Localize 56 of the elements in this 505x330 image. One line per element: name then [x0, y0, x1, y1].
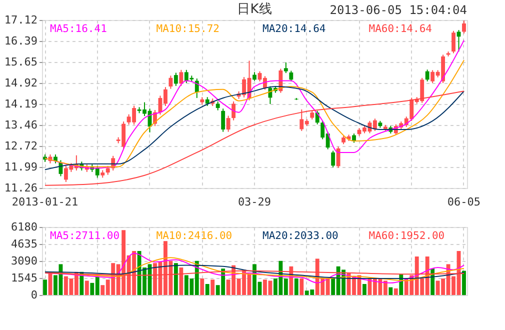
line-series [44, 90, 464, 186]
chart-title: 日K线 [237, 2, 272, 17]
y-tick-label: 12.72 [4, 140, 38, 153]
bar [200, 278, 204, 295]
bar [362, 284, 366, 295]
candlestick [352, 133, 356, 144]
candlestick [336, 146, 340, 168]
text: MA20:2033.00 [262, 230, 338, 242]
bar [205, 284, 210, 295]
text: MA60:1952.00 [368, 230, 445, 242]
candlestick [284, 62, 288, 74]
y-tick-label: 15.65 [4, 56, 38, 69]
bar [43, 280, 47, 295]
series-label: MA10:2416.00 [156, 230, 232, 242]
bar [394, 288, 398, 295]
candlestick [226, 115, 230, 132]
candlestick [425, 69, 430, 82]
y-tick-label: 6180 [11, 220, 38, 234]
candlestick [179, 69, 184, 86]
y-tick-label: 1545 [11, 272, 38, 284]
text: MA20:14.64 [262, 23, 326, 35]
text: MA5:16.41 [50, 23, 107, 35]
y-tick-label: 0 [30, 288, 38, 302]
candlestick [452, 30, 456, 54]
y-tick-label: 4635 [11, 238, 38, 250]
text: 2013-06-05 15:04:04 [330, 3, 467, 17]
bar [388, 287, 393, 295]
y-tick-label: 11.26 [4, 182, 38, 194]
y-tick-label: 13.46 [4, 118, 38, 132]
bar [300, 278, 304, 295]
y-tick-label: 17.12 [4, 14, 38, 26]
text: MA10:15.72 [156, 23, 220, 35]
candlestick [232, 100, 236, 121]
candlestick [221, 108, 226, 132]
candlestick [462, 20, 466, 34]
bar [462, 270, 466, 295]
x-tick-label: 2013-01-21 [12, 196, 78, 208]
candlestick [289, 70, 294, 82]
y-tick-label: 14.19 [4, 98, 38, 110]
bar [294, 278, 298, 295]
x-tick-label: 06-05 [447, 196, 481, 208]
y-tick-label: 16.39 [4, 34, 38, 48]
x-tick-label: 03-29 [238, 196, 272, 208]
bar [179, 267, 184, 295]
y-tick-label: 14.92 [4, 76, 38, 90]
y-tick-label: 3090 [11, 254, 38, 268]
bar [174, 263, 178, 295]
candlestick [331, 150, 336, 168]
candlestick [174, 72, 178, 86]
bar [84, 280, 89, 295]
line-series [44, 264, 464, 279]
series-label: MA5:2711.00 [50, 230, 120, 242]
y-tick-label: 11.99 [4, 160, 38, 174]
candlestick [168, 75, 173, 90]
bar [210, 280, 215, 295]
text: MA60:14.64 [368, 23, 432, 35]
